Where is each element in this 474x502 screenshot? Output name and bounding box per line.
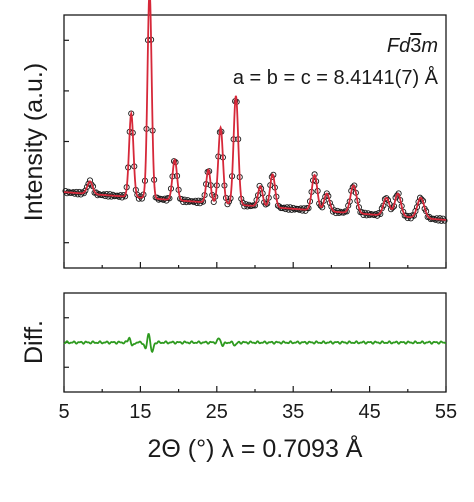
- main-x-ticks: [63, 262, 447, 268]
- observed-point: [120, 191, 127, 199]
- observed-series: [62, 36, 448, 224]
- main-plot-area: [62, 0, 448, 224]
- x-tick-label: 25: [206, 401, 228, 423]
- diff-plot-area: [63, 333, 447, 354]
- observed-point: [183, 199, 190, 206]
- main-y-axis-label: Intensity (a.u.): [20, 63, 48, 221]
- observed-point: [239, 199, 246, 206]
- diff-x-ticks: [63, 386, 447, 392]
- lattice-annotation: a = b = c = 8.4141(7) Å: [233, 66, 439, 89]
- x-tick-label: 55: [435, 401, 457, 423]
- difference-line: [63, 333, 447, 354]
- observed-point: [82, 187, 89, 194]
- observed-point: [441, 217, 448, 224]
- main-y-ticks: [64, 39, 69, 244]
- observed-point: [375, 209, 382, 217]
- x-tick-label: 5: [58, 401, 69, 423]
- x-axis-label: 2Θ (°) λ = 0.7093 Å: [148, 433, 363, 463]
- x-tick-label: 15: [129, 401, 151, 423]
- observed-point: [383, 195, 390, 202]
- x-tick-label: 45: [358, 401, 380, 423]
- observed-point: [178, 196, 185, 203]
- overbar-digit: 3: [410, 35, 421, 57]
- x-tick-labels: 5 15 25 35 45 55: [58, 401, 457, 423]
- diff-y-axis-label: Diff.: [20, 320, 48, 364]
- space-group-annotation: Fd3m: [387, 35, 438, 57]
- x-tick-label: 35: [282, 401, 304, 423]
- observed-point: [416, 194, 424, 201]
- observed-point: [86, 177, 94, 184]
- observed-point: [138, 195, 145, 202]
- calculated-line: [63, 0, 447, 221]
